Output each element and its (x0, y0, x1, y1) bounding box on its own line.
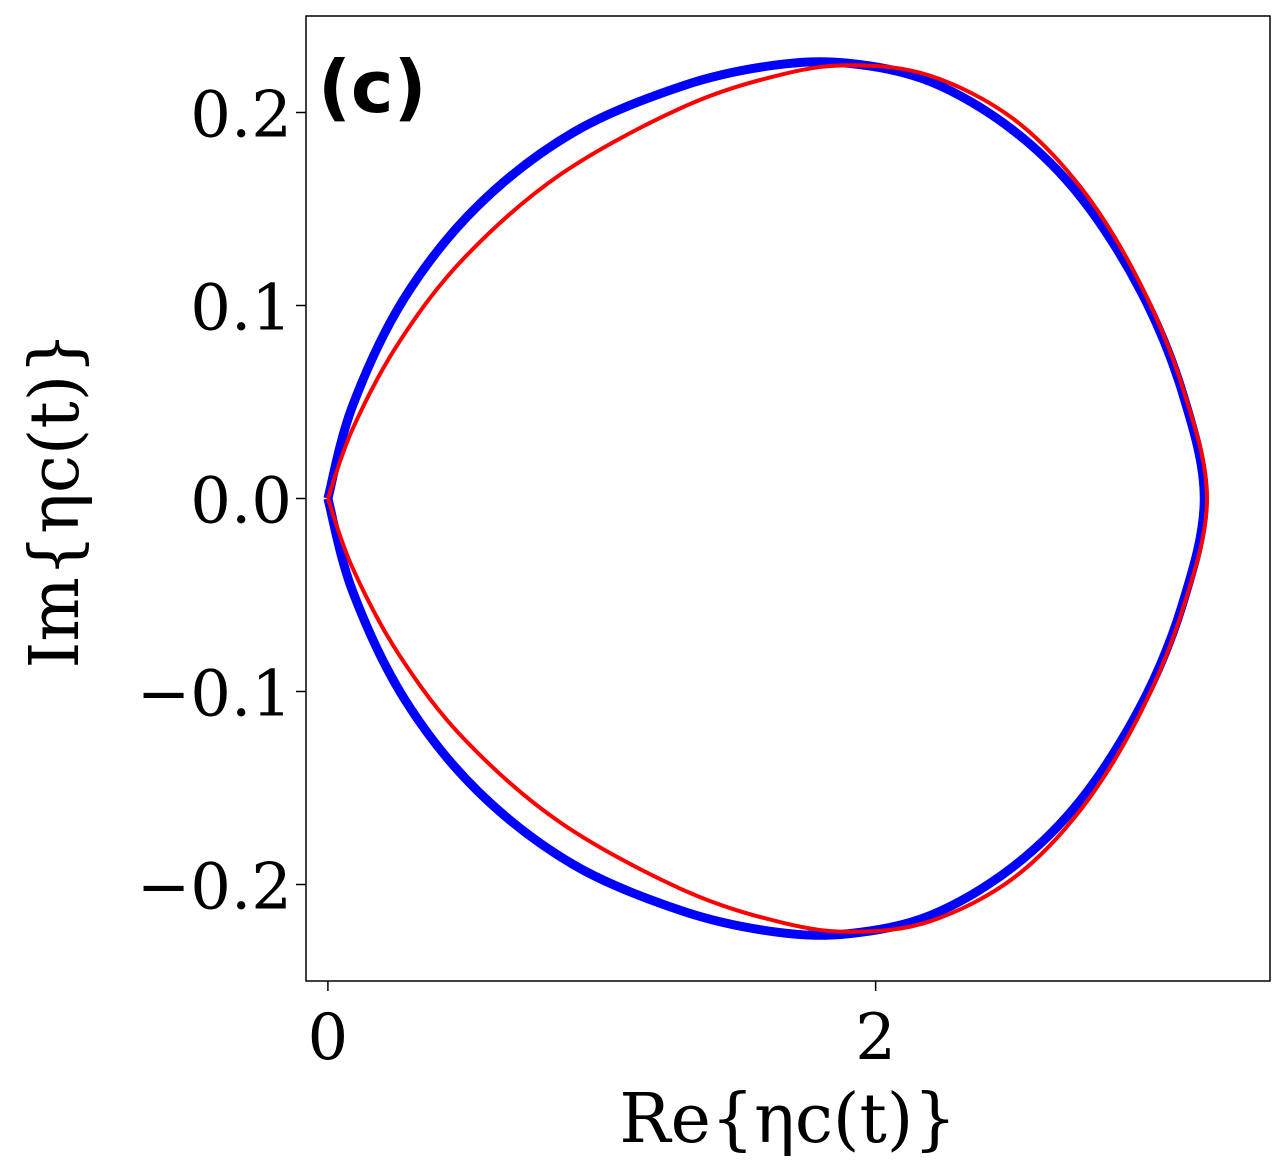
x-axis-label: Re{ηc(t)} (619, 1080, 956, 1159)
y-tick-label: 0.2 (190, 79, 292, 153)
y-tick-label: 0.0 (190, 465, 292, 539)
y-tick-label: 0.1 (190, 272, 292, 346)
series-1-curve (323, 57, 1209, 940)
x-tick-label: 0 (308, 1001, 349, 1075)
axis-layer: 0 2 0.2 0.1 0.0 −0.1 −0.2 (137, 79, 896, 1076)
series-layer (323, 57, 1210, 940)
y-tick-label: −0.1 (137, 658, 292, 732)
panel-label: (c) (318, 45, 427, 129)
plot-background (306, 16, 1270, 981)
x-tick-label: 2 (855, 1001, 896, 1075)
y-tick-label: −0.2 (137, 851, 292, 925)
y-axis-label: Im{ηc(t)} (16, 331, 95, 668)
series-2-curve (326, 63, 1210, 934)
